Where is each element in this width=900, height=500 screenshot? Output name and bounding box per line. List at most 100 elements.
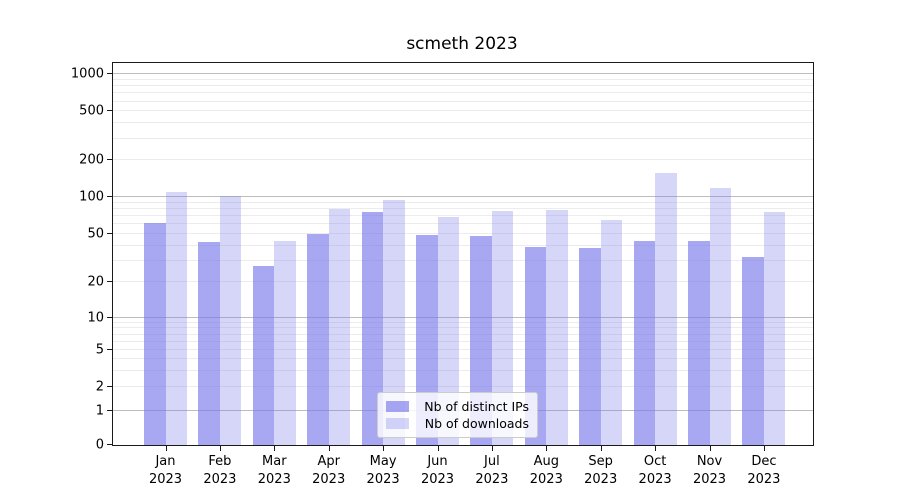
- minor-gridline: [113, 201, 813, 203]
- bar-distinct-ips-may: [361, 212, 384, 445]
- x-tick-label: Feb 2023: [203, 454, 237, 488]
- bar-downloads-jan: [165, 192, 187, 445]
- minor-gridline: [113, 358, 813, 360]
- bar-downloads-mar: [274, 240, 296, 445]
- major-gridline: [113, 316, 813, 318]
- minor-gridline: [113, 100, 813, 102]
- x-tick-label: May 2023: [366, 454, 400, 488]
- major-gridline: [113, 73, 813, 75]
- bar-distinct-ips-mar: [252, 266, 275, 445]
- minor-gridline: [113, 280, 813, 282]
- y-tick-label: 500: [79, 103, 104, 119]
- x-tick-mark: [274, 446, 276, 451]
- x-tick-mark: [328, 446, 330, 451]
- legend-label-distinct-ips: Nb of distinct IPs: [424, 399, 529, 414]
- y-tick-label: 200: [79, 152, 104, 168]
- chart-title: scmeth 2023: [406, 34, 518, 54]
- minor-gridline: [113, 110, 813, 112]
- bar-downloads-sep: [600, 220, 623, 445]
- y-tick-mark: [107, 109, 112, 112]
- x-tick-mark: [491, 446, 494, 451]
- legend-row-downloads: Nb of downloads: [386, 416, 529, 431]
- x-tick-mark: [655, 446, 657, 451]
- bar-distinct-ips-oct: [633, 240, 656, 445]
- y-tick-mark: [107, 159, 112, 161]
- x-tick-mark: [437, 446, 439, 451]
- minor-gridline: [113, 223, 813, 225]
- x-tick-mark: [165, 446, 167, 451]
- minor-gridline: [113, 321, 813, 323]
- x-tick-label: Jun 2023: [420, 454, 455, 488]
- y-tick-mark: [107, 195, 112, 198]
- minor-gridline: [113, 79, 813, 81]
- bar-distinct-ips-jan: [144, 222, 166, 445]
- legend-swatch-downloads: [386, 418, 409, 429]
- plot-area: Nb of distinct IPs Nb of downloads 0 1 2 5 1…: [71, 62, 814, 487]
- bar-downloads-aug: [546, 210, 568, 445]
- y-tick-label: 20: [87, 274, 104, 290]
- minor-gridline: [113, 233, 813, 235]
- x-tick-mark: [383, 446, 385, 451]
- y-tick-mark: [107, 349, 112, 351]
- x-tick-mark: [600, 446, 602, 451]
- y-tick-label: 2: [95, 379, 104, 395]
- bar-downloads-jun: [437, 216, 459, 445]
- bar-downloads-jul: [491, 211, 514, 445]
- minor-gridline: [113, 244, 813, 246]
- bar-distinct-ips-feb: [198, 242, 220, 445]
- x-tick-label: Dec 2023: [747, 454, 781, 488]
- minor-gridline: [113, 349, 813, 351]
- y-tick-label: 0: [95, 437, 104, 453]
- major-gridline: [113, 196, 813, 198]
- x-tick-label: Sep 2023: [584, 454, 618, 488]
- minor-gridline: [113, 327, 813, 329]
- legend-row-distinct-ips: Nb of distinct IPs: [386, 399, 529, 414]
- minor-gridline: [113, 92, 813, 94]
- y-tick-mark: [107, 232, 112, 235]
- minor-gridline: [113, 159, 813, 161]
- y-tick-label: 5: [95, 342, 104, 358]
- minor-gridline: [113, 215, 813, 217]
- x-tick-mark: [763, 446, 766, 451]
- y-tick-label: 100: [79, 189, 104, 205]
- minor-gridline: [113, 340, 813, 342]
- y-tick-label: 1000: [70, 66, 104, 82]
- x-tick-label: Aug 2023: [529, 454, 563, 488]
- x-tick-mark: [709, 446, 711, 451]
- y-tick-mark: [107, 73, 112, 75]
- bar-distinct-ips-nov: [688, 240, 710, 445]
- minor-gridline: [113, 122, 813, 124]
- minor-gridline: [113, 259, 813, 261]
- y-tick-mark: [107, 316, 112, 318]
- x-tick-mark: [219, 446, 222, 451]
- y-tick-mark: [107, 280, 112, 282]
- bar-downloads-oct: [655, 172, 677, 445]
- y-tick-label: 10: [87, 310, 104, 326]
- x-tick-label: Nov 2023: [692, 454, 727, 488]
- bar-downloads-dec: [763, 211, 786, 445]
- y-tick-mark: [107, 409, 112, 412]
- bar-distinct-ips-sep: [579, 248, 601, 445]
- minor-gridline: [113, 385, 813, 387]
- y-tick-label: 1: [95, 403, 104, 419]
- x-tick-label: Oct 2023: [638, 454, 672, 488]
- minor-gridline: [113, 137, 813, 139]
- x-tick-label: Apr 2023: [312, 454, 346, 488]
- bar-distinct-ips-dec: [742, 257, 764, 445]
- legend: Nb of distinct IPs Nb of downloads: [377, 392, 538, 438]
- x-tick-label: Jan 2023: [148, 454, 183, 488]
- minor-gridline: [113, 369, 813, 371]
- bar-downloads-may: [383, 200, 405, 445]
- bar-downloads-feb: [219, 196, 242, 445]
- bar-distinct-ips-apr: [307, 234, 329, 445]
- y-tick-mark: [107, 385, 112, 387]
- legend-label-downloads: Nb of downloads: [424, 416, 529, 431]
- minor-gridline: [113, 208, 813, 210]
- x-tick-mark: [546, 446, 548, 451]
- y-tick-mark: [107, 443, 112, 445]
- bar-downloads-apr: [328, 209, 351, 445]
- legend-swatch-distinct-ips: [386, 401, 409, 412]
- y-tick-label: 50: [87, 226, 104, 242]
- bar-downloads-nov: [709, 187, 731, 445]
